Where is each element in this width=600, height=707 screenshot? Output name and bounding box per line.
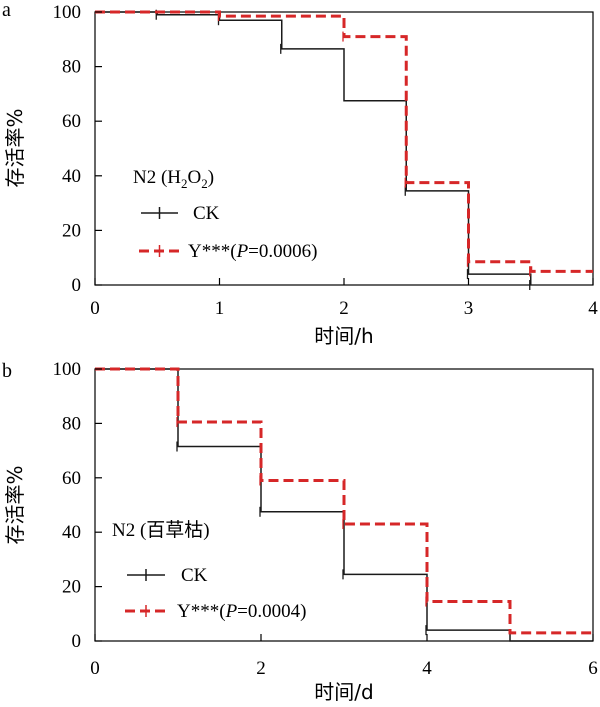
panel-a-y-ticks: 0 20 40 60 80 100	[53, 2, 102, 296]
panel-b-y-tick-label: 20	[62, 577, 81, 598]
panel-a-series-y-line	[95, 10, 593, 273]
panel-a-y-axis-title: 存活率%	[3, 108, 27, 187]
panel-a-y-tick-label: 100	[53, 2, 82, 23]
panel-b-y-tick-label: 60	[62, 468, 81, 489]
panel-b: b 0 20 40 60 80 100 0 2 4 6 存活率% 时间/d N2 (百草枯) C…	[2, 359, 598, 704]
panel-b-x-tick-label: 2	[256, 658, 266, 679]
panel-a-legend: N2 (H2O2) CK Y***(P=0.0006)	[133, 167, 317, 262]
panel-a-y-tick-label: 40	[62, 166, 81, 187]
panel-b-x-tick-label: 6	[588, 658, 598, 679]
panel-a: a 0 20 40 60 80 100 0 1 2 3 4 存活率% 时间/h N2 (H2O2)…	[2, 0, 598, 348]
panel-a-x-tick-label: 1	[215, 298, 225, 319]
panel-a-y-tick-label: 80	[62, 57, 81, 78]
panel-b-x-tick-label: 0	[90, 658, 100, 679]
panel-a-plot-area: 0 20 40 60 80 100 0 1 2 3 4	[53, 2, 599, 319]
panel-b-x-ticks: 0 2 4 6	[90, 634, 598, 679]
panel-a-y-tick-label: 0	[72, 275, 82, 296]
panel-b-y-tick-label: 0	[72, 631, 82, 652]
panel-b-legend-ck-label: CK	[181, 565, 208, 586]
panel-b-legend: N2 (百草枯) CK Y***(P=0.0004)	[112, 519, 306, 622]
panel-b-tag: b	[2, 360, 12, 382]
panel-a-y-tick-label: 60	[62, 111, 81, 132]
panel-a-x-tick-label: 4	[588, 298, 598, 319]
panel-b-y-tick-label: 80	[62, 413, 81, 434]
panel-b-y-tick-label: 40	[62, 522, 81, 543]
panel-a-legend-y-label: Y***(P=0.0006)	[188, 241, 317, 262]
panel-b-y-tick-label: 100	[53, 359, 82, 380]
panel-b-plot-area: 0 20 40 60 80 100 0 2 4 6	[53, 359, 598, 679]
panel-a-x-tick-label: 0	[90, 298, 100, 319]
panel-a-tag: a	[2, 0, 11, 21]
panel-a-x-axis-title: 时间/h	[314, 324, 373, 348]
panel-b-legend-y-label: Y***(P=0.0004)	[177, 601, 306, 622]
panel-a-x-tick-label: 2	[339, 298, 349, 319]
panel-b-legend-title: N2 (百草枯)	[112, 519, 210, 541]
panel-b-series	[95, 367, 593, 642]
panel-b-series-y-line	[95, 367, 593, 635]
panel-a-legend-title: N2 (H2O2)	[133, 167, 214, 191]
panel-b-y-axis-title: 存活率%	[3, 465, 27, 544]
panel-a-x-tick-label: 3	[464, 298, 474, 319]
panel-a-series	[95, 9, 593, 290]
panel-b-x-axis-title: 时间/d	[314, 680, 373, 704]
panel-b-x-tick-label: 4	[422, 658, 432, 679]
panel-b-frame	[94, 368, 594, 642]
panel-b-y-ticks: 0 20 40 60 80 100	[53, 359, 102, 652]
panel-a-y-tick-label: 20	[62, 220, 81, 241]
panel-a-legend-ck-label: CK	[193, 203, 220, 224]
panel-a-x-ticks: 0 1 2 3 4	[90, 278, 598, 319]
